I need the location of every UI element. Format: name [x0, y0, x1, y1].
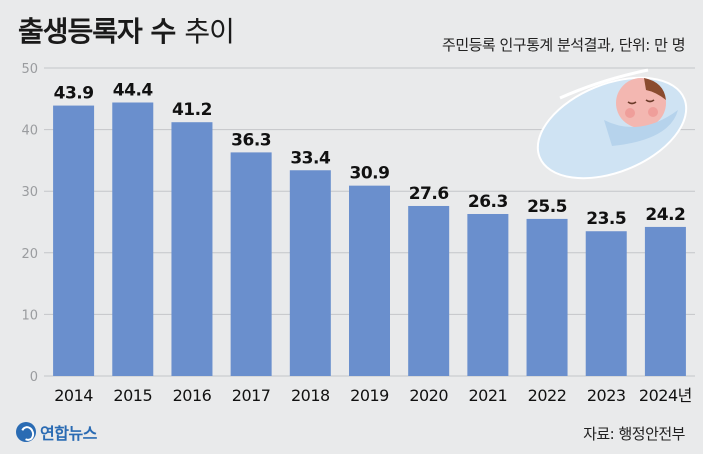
title-main: 출생등록자 수: [18, 15, 176, 48]
bars: [53, 102, 686, 377]
publisher-logo: 연합뉴스: [16, 420, 97, 444]
data-label: 23.5: [586, 209, 626, 229]
bar: [644, 226, 686, 376]
data-label: 36.3: [231, 130, 271, 150]
y-tick-label: 0: [30, 370, 38, 385]
x-tick-label: 2019: [350, 386, 389, 405]
bar: [230, 152, 272, 376]
y-axis-ticks: 0 10 20 30 40 50: [21, 62, 38, 385]
bar: [289, 170, 331, 376]
y-tick-label: 30: [21, 185, 38, 200]
data-label: 25.5: [527, 197, 567, 217]
bar: [171, 122, 213, 376]
baby-hair: [644, 78, 666, 100]
baby-illustration: [536, 68, 688, 180]
x-tick-label: 2018: [291, 386, 330, 405]
source-note: 자료: 행정안전부: [583, 425, 685, 443]
data-label: 33.4: [290, 148, 331, 168]
bar: [526, 218, 568, 376]
bar: [112, 102, 154, 376]
x-tick-label: 2022: [528, 386, 567, 405]
logo-icon: [16, 422, 36, 442]
x-axis-ticks: 2014 2015 2016 2017 2018 2019 2020 2021 2022 2023…: [54, 386, 692, 405]
x-tick-label: 2021: [469, 386, 508, 405]
logo-text: 연합뉴스: [40, 424, 97, 443]
data-label: 30.9: [350, 164, 390, 184]
x-tick-label: 2014: [54, 386, 93, 405]
y-tick-label: 10: [21, 308, 38, 323]
data-label: 43.9: [54, 84, 94, 104]
bar: [585, 231, 627, 376]
data-label: 24.2: [645, 205, 685, 225]
x-tick-label: 2015: [113, 386, 152, 405]
bar: [467, 213, 509, 376]
y-tick-label: 40: [21, 124, 38, 139]
bar: [408, 205, 450, 376]
bar: [349, 185, 390, 376]
bar: [53, 105, 95, 377]
data-label: 27.6: [409, 184, 449, 204]
baby-cheek: [625, 108, 635, 118]
baby-eye: [645, 99, 655, 103]
baby-cheek: [648, 107, 658, 117]
chart-title: 출생등록자 수 추이: [18, 10, 235, 50]
title-suffix: 추이: [184, 15, 235, 48]
value-labels: 43.9 44.4 41.2 36.3 33.4 30.9 27.6 26.3 25.5 23.5…: [54, 80, 686, 229]
x-tick-label: 2017: [232, 386, 271, 405]
x-tick-label: 2023: [587, 386, 626, 405]
x-tick-label: 2020: [409, 386, 448, 405]
baby-eye: [627, 101, 637, 105]
blanket-fold: [559, 68, 649, 100]
x-tick-label: 2016: [173, 386, 212, 405]
y-tick-label: 50: [21, 62, 38, 77]
x-tick-label: 2024년: [639, 386, 692, 405]
blanket-wrap: [604, 110, 678, 146]
chart-subtitle: 주민등록 인구통계 분석결과, 단위: 만 명: [442, 36, 685, 54]
data-label: 26.3: [468, 192, 508, 212]
data-label: 44.4: [113, 80, 154, 100]
data-label: 41.2: [172, 100, 212, 120]
y-tick-label: 20: [21, 247, 38, 262]
